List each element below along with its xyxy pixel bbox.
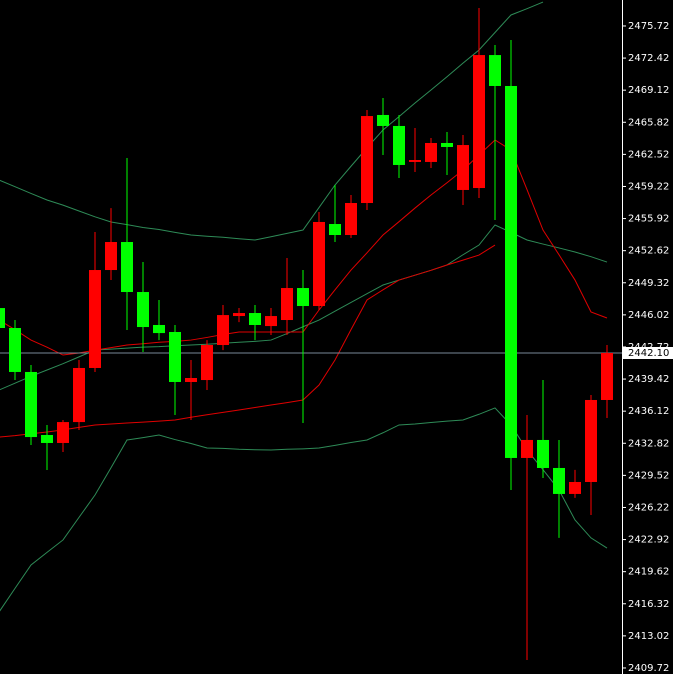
candle-body <box>377 114 389 126</box>
y-tick-label: 2416.32 <box>628 599 669 610</box>
y-tick-label: 2409.72 <box>628 663 669 674</box>
candle-body <box>521 439 533 458</box>
indicator-line <box>0 1 544 241</box>
plot-area <box>0 1 622 660</box>
candle-body <box>73 367 85 423</box>
candle-body <box>201 345 213 381</box>
candle-body <box>313 221 325 307</box>
y-tick-label: 2465.82 <box>628 117 669 128</box>
candle-body <box>281 288 293 321</box>
candle-body <box>105 242 117 271</box>
y-tick-label: 2475.72 <box>628 21 669 32</box>
candle-body <box>569 481 581 494</box>
candle-body <box>153 324 165 334</box>
candle-body <box>457 145 469 190</box>
y-tick-label: 2432.82 <box>628 438 669 449</box>
candle-body <box>297 288 309 307</box>
candle-body <box>9 328 21 372</box>
candle-body <box>489 55 501 86</box>
candle-body <box>137 292 149 328</box>
y-tick-label: 2436.12 <box>628 406 669 417</box>
candle-body <box>553 467 565 494</box>
y-tick-label: 2426.22 <box>628 502 669 513</box>
candle-body <box>409 160 421 162</box>
indicator-line <box>0 244 496 438</box>
candle-body <box>217 315 229 346</box>
y-tick-label: 2472.42 <box>628 53 669 64</box>
last-price-label: 2442.10 <box>628 348 669 359</box>
y-tick-label: 2422.92 <box>628 535 669 546</box>
candle-body <box>329 224 341 236</box>
price-axis: 2475.72 2472.42 2469.12 2465.82 2462.52 2459.… <box>622 0 673 674</box>
last-price-box <box>623 347 673 360</box>
y-tick-label: 2455.92 <box>628 214 669 225</box>
candle-body <box>233 313 245 317</box>
candle-body <box>57 422 69 443</box>
y-tick-label: 2449.32 <box>628 278 669 289</box>
y-tick-label: 2429.52 <box>628 470 669 481</box>
candle-body <box>185 378 197 382</box>
candle-body <box>441 142 453 147</box>
candle-body <box>265 316 277 327</box>
y-tick-label: 2459.22 <box>628 181 669 192</box>
candle-body <box>505 85 517 458</box>
candle-body <box>393 125 405 165</box>
candle-body <box>361 116 373 204</box>
candle-body <box>41 435 53 443</box>
candle-body <box>25 371 37 438</box>
candle-body <box>169 331 181 382</box>
y-tick-label: 2452.62 <box>628 246 669 257</box>
candle-body <box>89 270 101 368</box>
y-tick-label: 2446.02 <box>628 310 669 321</box>
y-tick-label: 2419.62 <box>628 567 669 578</box>
candle-body <box>249 313 261 325</box>
candle-body <box>473 55 485 189</box>
candle-body <box>425 142 437 162</box>
y-tick-label: 2439.42 <box>628 374 669 385</box>
y-tick-label: 2413.02 <box>628 631 669 642</box>
candle-body <box>121 242 133 293</box>
candle-body <box>601 353 613 400</box>
candle-body <box>537 439 549 468</box>
y-tick-label: 2469.12 <box>628 85 669 96</box>
y-tick-label: 2462.52 <box>628 149 669 160</box>
candle-body <box>345 203 357 236</box>
candle-body <box>0 308 5 329</box>
candle-body <box>585 399 597 482</box>
